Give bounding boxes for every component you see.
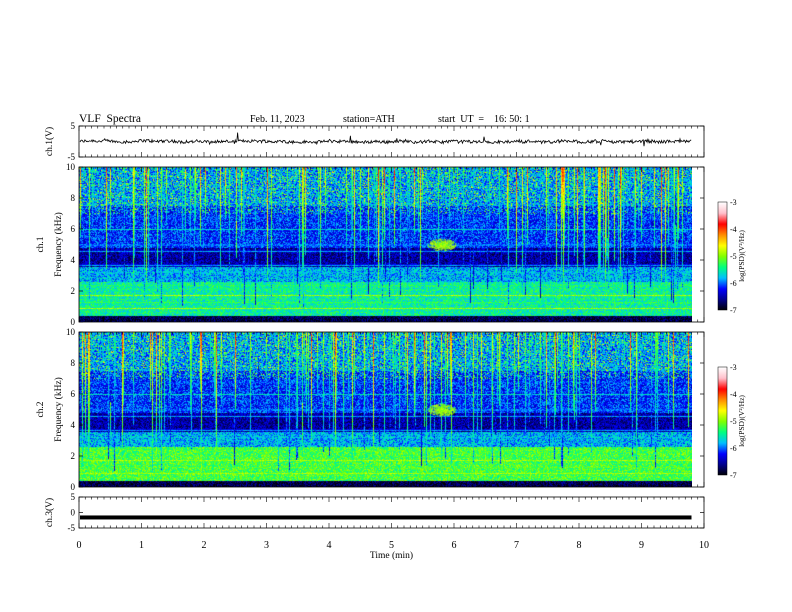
panel2-ytick-label: 2 <box>71 286 76 296</box>
ch2-colorbar-tick-label: -6 <box>730 444 737 453</box>
ch2-colorbar-tick-label: -4 <box>730 390 737 399</box>
ch2-colorbar-tick-label: -3 <box>730 363 737 372</box>
figure-title: VLF Spectra <box>79 113 141 125</box>
panel3-ytick-label: 10 <box>66 327 76 337</box>
panel4-ytick-label: -5 <box>68 523 76 533</box>
panel3-ylabel: ch.2 <box>36 401 46 417</box>
panel3-ytick-label: 0 <box>71 482 76 492</box>
x-tick-label: 6 <box>452 540 457 551</box>
ch1-spectrogram-image <box>79 167 692 322</box>
panel2-ytick-label: 6 <box>71 224 76 234</box>
station-label: station=ATH <box>343 114 395 125</box>
ch1-colorbar-tick-label: -4 <box>730 225 737 234</box>
ch1-colorbar-tick-label: -5 <box>730 252 737 261</box>
x-tick-label: 9 <box>639 540 644 551</box>
ch1-waveform-trace <box>79 132 692 147</box>
panel2-ylabel: ch.1 <box>36 236 46 252</box>
panel2-ytick-label: 8 <box>71 193 76 203</box>
ch2-colorbar-tick-label: -7 <box>730 471 737 480</box>
x-tick-label: 0 <box>77 540 82 551</box>
panel4-ytick-label: 5 <box>71 492 76 502</box>
ch1-colorbar-label: log(PSD)(V²/Hz) <box>737 230 746 282</box>
x-axis-label: Time (min) <box>370 550 413 561</box>
panel1-ytick-label: -5 <box>68 152 76 162</box>
ch1-colorbar-tick-label: -7 <box>730 306 737 315</box>
start-time-label: start UT = 16: 50: 1 <box>438 114 530 125</box>
panel3-ytick-label: 8 <box>71 358 76 368</box>
ch2-colorbar <box>718 367 727 475</box>
x-tick-label: 5 <box>389 540 394 551</box>
x-tick-label: 8 <box>577 540 582 551</box>
ch2-spectrogram-image <box>79 332 692 487</box>
ch2-colorbar-frame <box>717 366 728 476</box>
panel1-frame <box>78 125 705 158</box>
panel2-ytick-label: 10 <box>66 162 76 172</box>
ch1-colorbar-frame <box>717 201 728 311</box>
panel2-ylabel: Frequency (kHz) <box>53 212 64 277</box>
date-label: Feb. 11, 2023 <box>250 114 305 125</box>
x-tick-label: 1 <box>139 540 144 551</box>
panel2-ytick-label: 4 <box>71 255 76 265</box>
panel1-ytick-label: 5 <box>71 121 76 131</box>
panel4-frame <box>78 496 705 529</box>
ch2-colorbar-label: log(PSD)(V²/Hz) <box>737 395 746 447</box>
panel2-frame <box>78 166 705 323</box>
panel3-frame <box>78 331 705 488</box>
panel1-ylabel: ch.1(V) <box>44 127 55 156</box>
x-tick-label: 2 <box>202 540 207 551</box>
ch1-colorbar-tick-label: -6 <box>730 279 737 288</box>
panel3-ytick-label: 6 <box>71 389 76 399</box>
panel4-ylabel: ch.3(V) <box>44 498 55 527</box>
panel3-ylabel: Frequency (kHz) <box>53 377 64 442</box>
ch3-waveform-trace <box>80 515 692 520</box>
ch2-colorbar-tick-label: -5 <box>730 417 737 426</box>
x-tick-label: 4 <box>327 540 332 551</box>
panel3-ytick-label: 4 <box>71 420 76 430</box>
ch1-colorbar <box>718 202 727 310</box>
x-tick-label: 7 <box>514 540 519 551</box>
panel3-ytick-label: 2 <box>71 451 76 461</box>
panel2-ytick-label: 0 <box>71 317 76 327</box>
x-tick-label: 10 <box>699 540 709 551</box>
panel4-ytick-label: 0 <box>71 508 76 518</box>
x-tick-label: 3 <box>264 540 269 551</box>
ch1-colorbar-tick-label: -3 <box>730 198 737 207</box>
